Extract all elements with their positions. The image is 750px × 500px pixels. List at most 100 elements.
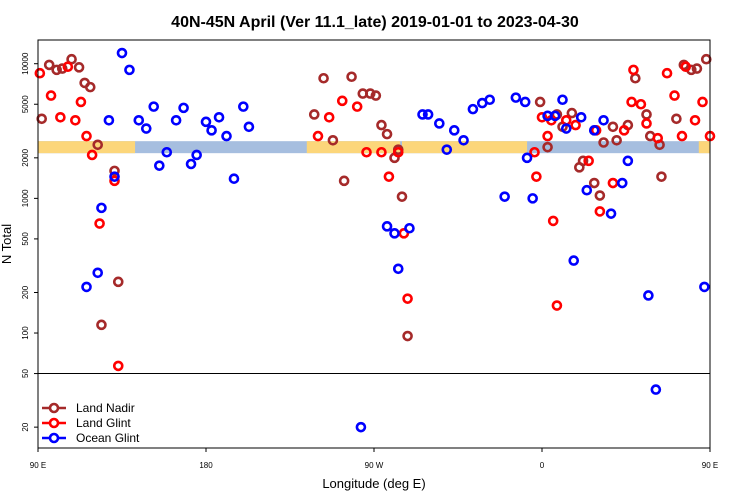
data-point bbox=[643, 290, 654, 301]
data-point bbox=[448, 125, 460, 136]
data-point bbox=[542, 141, 553, 153]
data-point bbox=[206, 125, 217, 136]
legend-item: Land Nadir bbox=[42, 401, 135, 415]
data-points bbox=[34, 47, 716, 433]
data-point bbox=[43, 59, 55, 71]
data-point bbox=[70, 114, 81, 126]
data-point bbox=[519, 96, 531, 108]
data-point bbox=[547, 215, 559, 227]
data-point bbox=[467, 103, 479, 115]
land-strip-segment bbox=[698, 141, 710, 154]
data-point bbox=[618, 125, 630, 136]
data-point bbox=[549, 110, 561, 122]
plot-frame bbox=[37, 39, 711, 449]
data-point bbox=[560, 123, 572, 134]
data-point bbox=[594, 190, 606, 201]
legend-item: Ocean Glint bbox=[42, 431, 140, 445]
data-point bbox=[312, 130, 324, 142]
data-point bbox=[170, 114, 182, 126]
data-point bbox=[161, 146, 173, 158]
data-point bbox=[92, 267, 104, 279]
data-point bbox=[641, 109, 652, 120]
data-point bbox=[355, 421, 367, 433]
land-strip-segment bbox=[38, 141, 136, 154]
data-point bbox=[656, 171, 667, 182]
x-tick-label: 0 bbox=[540, 461, 545, 470]
y-tick-label: 1000 bbox=[21, 189, 30, 207]
data-point bbox=[361, 146, 372, 158]
data-point bbox=[140, 123, 152, 134]
data-point bbox=[577, 155, 589, 167]
data-point bbox=[86, 149, 98, 161]
y-tick-label: 500 bbox=[21, 232, 30, 246]
data-point bbox=[154, 160, 165, 171]
data-point bbox=[109, 171, 120, 182]
data-point bbox=[148, 101, 160, 112]
y-axis-ticks: 20 50 100 200 500 1000 2000 5000 10000 bbox=[21, 52, 38, 432]
data-point bbox=[607, 121, 619, 133]
data-point bbox=[568, 255, 580, 266]
data-point bbox=[392, 263, 404, 275]
legend-marker bbox=[48, 417, 60, 429]
data-point bbox=[178, 102, 189, 114]
land-ocean-strip bbox=[38, 141, 710, 154]
data-point bbox=[680, 61, 692, 73]
data-point bbox=[635, 98, 647, 110]
data-point bbox=[570, 119, 581, 131]
legend-label: Land Glint bbox=[76, 416, 131, 430]
legend-label: Ocean Glint bbox=[76, 431, 140, 445]
data-point bbox=[581, 184, 593, 196]
data-point bbox=[499, 191, 510, 202]
data-point bbox=[34, 67, 46, 79]
data-point bbox=[611, 134, 622, 146]
data-point bbox=[566, 107, 578, 119]
data-point bbox=[381, 128, 393, 140]
data-point bbox=[626, 96, 637, 108]
data-point bbox=[605, 208, 617, 219]
x-tick-label: 90 E bbox=[30, 461, 46, 470]
data-point bbox=[346, 71, 357, 83]
data-point bbox=[103, 114, 115, 126]
data-point bbox=[458, 134, 469, 146]
data-point bbox=[109, 175, 120, 187]
data-point bbox=[323, 111, 335, 123]
data-point bbox=[531, 171, 542, 182]
data-point bbox=[402, 330, 413, 342]
data-point bbox=[376, 146, 387, 158]
data-point bbox=[404, 222, 415, 234]
chart-title: 40N-45N April (Ver 11.1_late) 2019-01-01… bbox=[171, 14, 579, 31]
data-point bbox=[671, 113, 682, 125]
data-point bbox=[575, 111, 587, 123]
data-point bbox=[308, 109, 320, 120]
data-point bbox=[200, 116, 212, 128]
series-ocean-glint bbox=[81, 47, 710, 433]
data-point bbox=[51, 64, 62, 76]
data-point bbox=[81, 130, 92, 142]
data-point bbox=[628, 64, 639, 76]
data-point bbox=[392, 146, 404, 158]
data-point bbox=[116, 47, 128, 59]
data-point bbox=[527, 193, 538, 204]
data-point bbox=[213, 111, 225, 123]
y-tick-label: 10000 bbox=[21, 52, 30, 75]
x-axis-label: Longitude (deg E) bbox=[322, 476, 425, 491]
data-point bbox=[109, 165, 120, 177]
data-point bbox=[650, 384, 662, 395]
data-point bbox=[417, 109, 428, 120]
data-point bbox=[338, 175, 350, 187]
data-point bbox=[398, 228, 410, 239]
data-point bbox=[364, 88, 376, 99]
data-point bbox=[622, 155, 634, 167]
x-axis-ticks: 90 E 180 90 W 0 90 E bbox=[30, 448, 718, 470]
data-point bbox=[351, 101, 363, 112]
data-point bbox=[536, 111, 548, 123]
x-tick-label: 90 W bbox=[365, 461, 384, 470]
data-point bbox=[92, 139, 104, 151]
data-point bbox=[521, 152, 533, 164]
data-point bbox=[336, 95, 348, 107]
y-tick-label: 5000 bbox=[21, 95, 30, 113]
data-point bbox=[689, 114, 701, 126]
data-point bbox=[383, 171, 395, 182]
data-point bbox=[81, 281, 92, 293]
